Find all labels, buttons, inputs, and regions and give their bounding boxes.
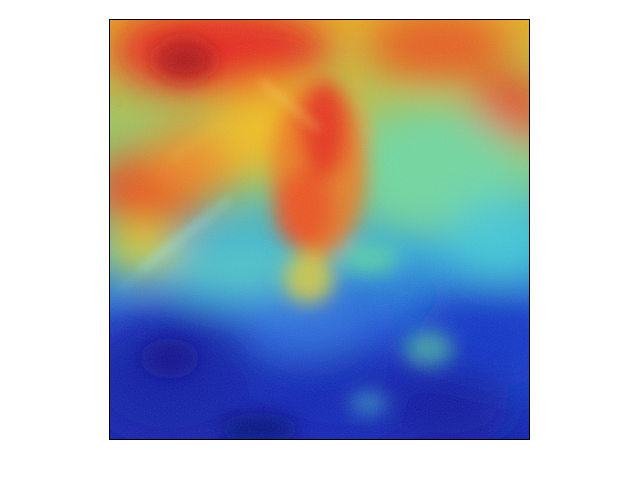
- image-axes: [109, 19, 530, 440]
- heatmap-overlay-image: [110, 20, 529, 439]
